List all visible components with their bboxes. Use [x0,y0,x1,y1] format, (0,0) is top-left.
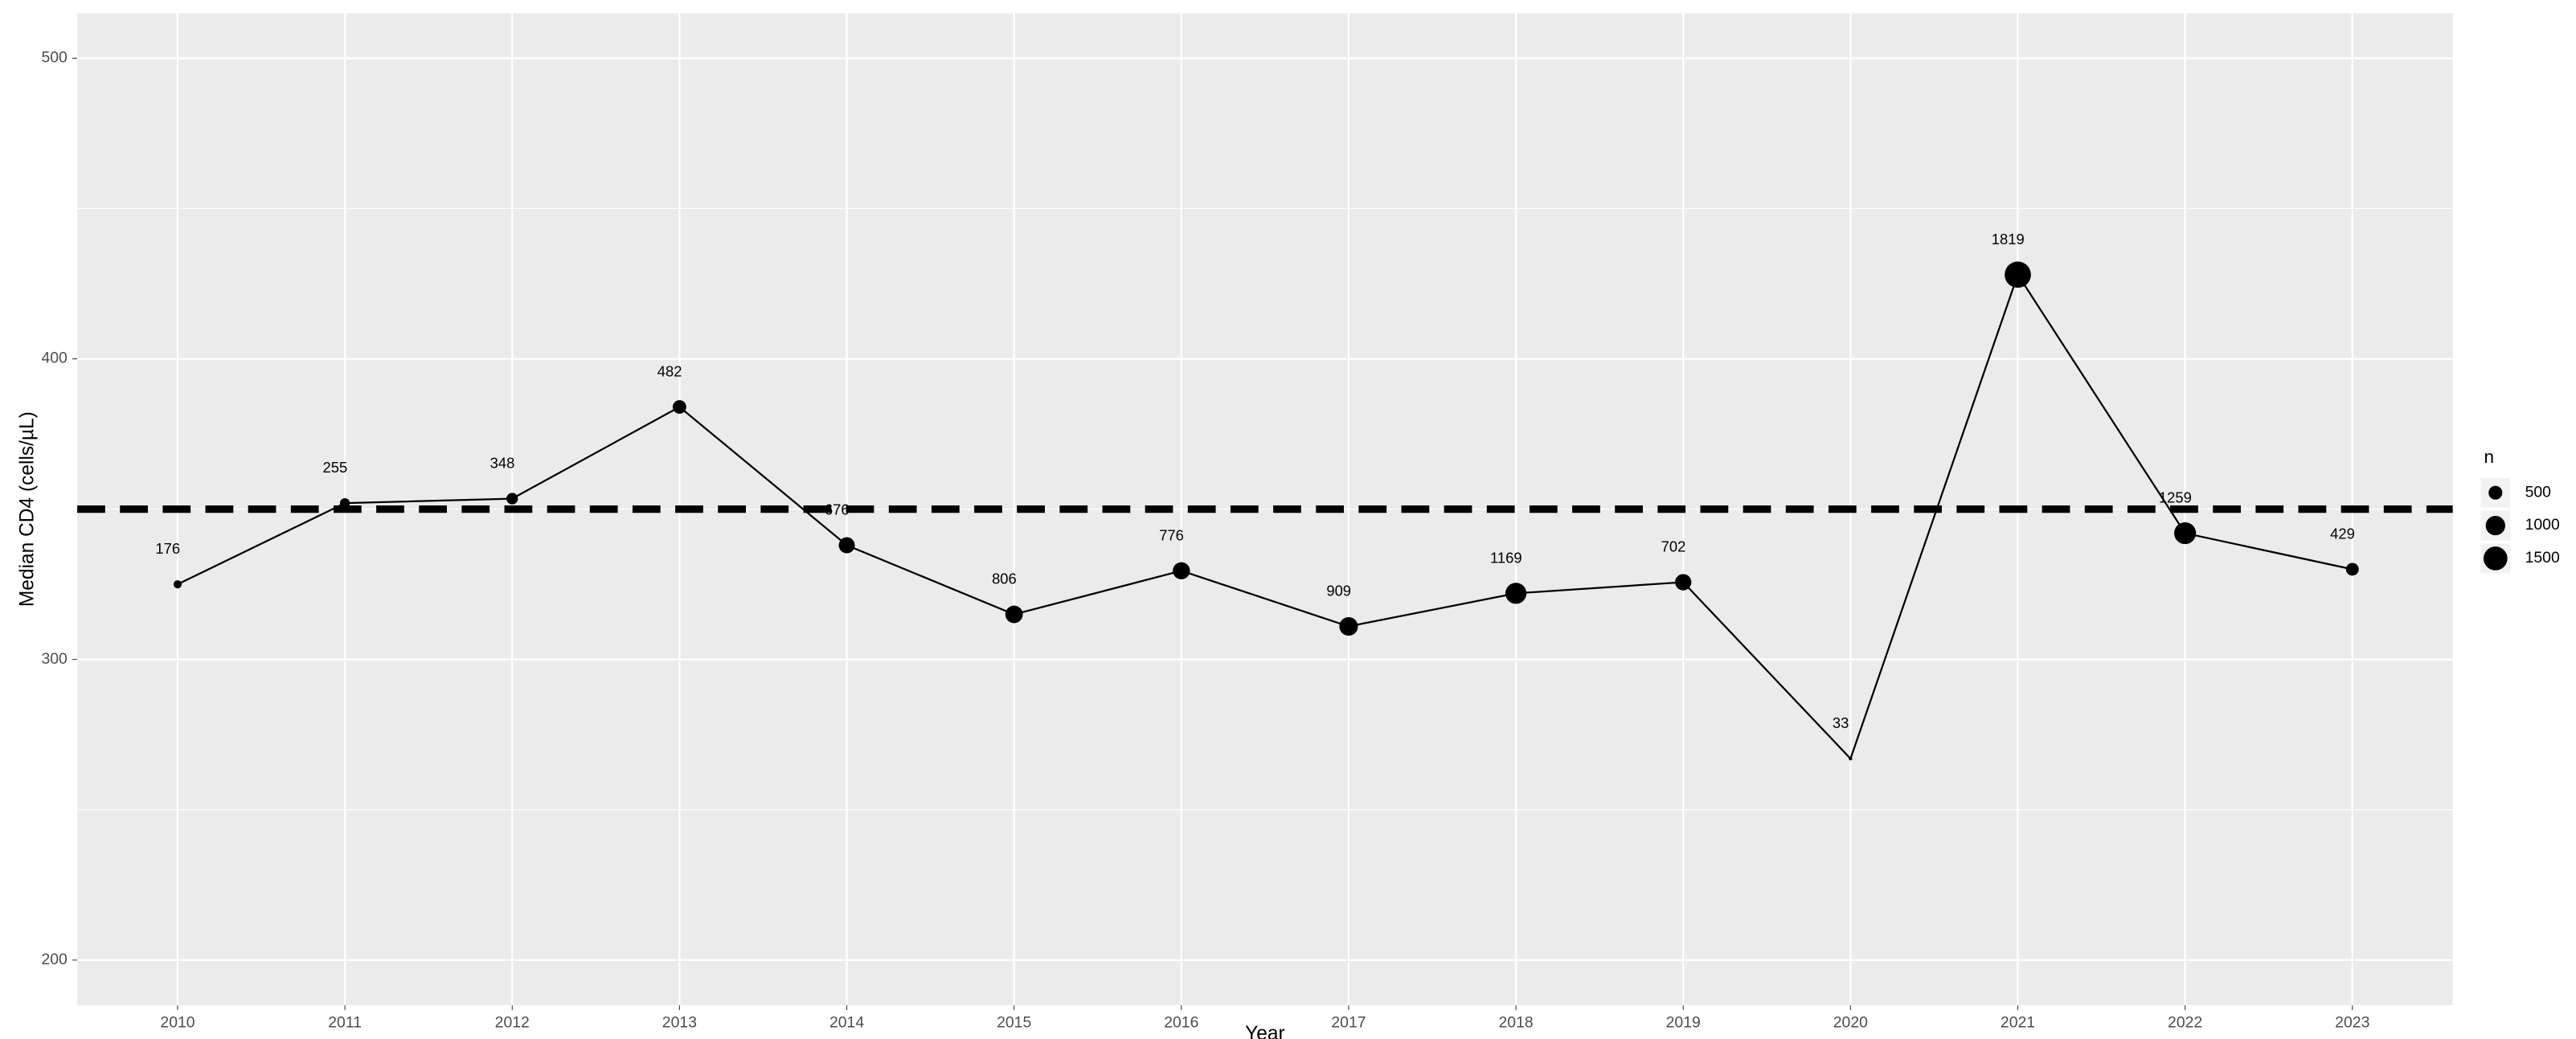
x-tick-label: 2017 [1331,1014,1366,1032]
point [340,498,350,509]
data-label: 702 [1661,538,1686,554]
data-label: 776 [1159,526,1184,543]
data-label: 482 [657,362,682,379]
line [177,272,2353,761]
point [1505,583,1527,604]
x-tick-label: 2019 [1666,1014,1701,1032]
x-tick-label: 2013 [662,1014,697,1032]
y-tick-label: 500 [41,49,68,67]
point [2005,261,2031,288]
y-tick-label: 200 [41,951,68,968]
x-tick-label: 2010 [160,1014,195,1032]
x-tick-label: 2018 [1499,1014,1534,1032]
data-label: 1819 [1992,231,2025,247]
x-tick-label: 2015 [997,1014,1031,1032]
x-tick-label: 2014 [829,1014,864,1032]
data-label: 348 [490,454,515,471]
data-label: 909 [1326,582,1351,599]
point [1339,616,1358,636]
point [672,400,686,414]
legend-point [2488,485,2503,500]
data-label: 176 [155,540,180,557]
x-tick-label: 2021 [2001,1014,2035,1032]
y-tick-label: 400 [41,350,68,367]
data-label: 1169 [1490,549,1522,566]
legend-label: 500 [2525,483,2552,501]
data-label: 429 [2330,525,2355,542]
x-tick-label: 2022 [2168,1014,2202,1032]
point [173,580,182,589]
point [506,493,518,505]
x-tick-label: 2020 [1833,1014,1868,1032]
point [838,537,855,554]
data-label: 806 [992,570,1017,587]
y-tick-label: 300 [41,650,68,668]
point [1173,562,1190,579]
point [1849,756,1853,761]
legend-point [2483,546,2508,571]
x-axis-title: Year [1245,1023,1285,1039]
legend-label: 1000 [2525,516,2560,534]
y-axis-title: Median CD4 (cells/µL) [16,411,38,607]
data-label: 255 [323,459,348,476]
marks: 176 255 348 482 676 806 776 909 1169 702 33 1819 125… [77,231,2453,761]
point [2345,562,2359,576]
x-tick-label: 2011 [328,1014,362,1032]
legend-point [2485,515,2505,536]
x-tick-label: 2023 [2335,1014,2369,1032]
legend-label: 1500 [2525,549,2560,567]
x-tick-label: 2016 [1164,1014,1198,1032]
legend-title: n [2484,447,2494,467]
point [1675,574,1692,591]
x-tick-label: 2012 [495,1014,530,1032]
data-label: 1259 [2159,489,2192,505]
point [2174,522,2197,545]
data-label: 676 [825,501,850,517]
data-label: 33 [1833,714,1849,731]
point [1005,605,1023,624]
